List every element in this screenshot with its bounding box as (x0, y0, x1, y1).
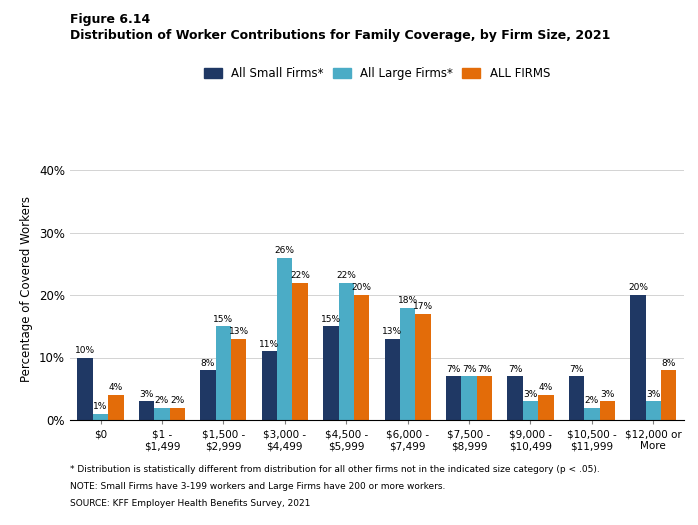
Bar (216, 326, 231, 420)
Text: 2%: 2% (585, 396, 599, 405)
Bar (277, 257, 292, 420)
Bar (569, 376, 584, 420)
Bar (154, 407, 170, 420)
Bar (584, 407, 600, 420)
Bar (538, 395, 554, 420)
Text: 8%: 8% (662, 359, 676, 368)
Bar (630, 295, 646, 420)
Bar (646, 401, 661, 420)
Text: 3%: 3% (524, 390, 537, 399)
Bar (507, 376, 523, 420)
Text: 4%: 4% (109, 383, 123, 393)
Text: 15%: 15% (214, 315, 233, 324)
Text: Distribution of Worker Contributions for Family Coverage, by Firm Size, 2021: Distribution of Worker Contributions for… (70, 29, 610, 42)
Bar (461, 376, 477, 420)
Text: 13%: 13% (383, 327, 402, 336)
Text: 22%: 22% (290, 271, 310, 280)
Text: 22%: 22% (336, 271, 356, 280)
Bar (231, 339, 246, 420)
Y-axis label: Percentage of Covered Workers: Percentage of Covered Workers (20, 196, 34, 382)
Text: 2%: 2% (170, 396, 184, 405)
Text: 2%: 2% (155, 396, 169, 405)
Text: NOTE: Small Firms have 3-199 workers and Large Firms have 200 or more workers.: NOTE: Small Firms have 3-199 workers and… (70, 482, 445, 491)
Bar (323, 326, 339, 420)
Text: 7%: 7% (462, 365, 476, 374)
Text: 18%: 18% (398, 296, 417, 305)
Text: 1%: 1% (94, 402, 107, 411)
Text: 20%: 20% (628, 284, 648, 292)
Legend: All Small Firms*, All Large Firms*, ALL FIRMS: All Small Firms*, All Large Firms*, ALL … (200, 64, 554, 83)
Text: 17%: 17% (413, 302, 433, 311)
Text: 10%: 10% (75, 346, 95, 355)
Bar (477, 376, 492, 420)
Bar (200, 370, 216, 420)
Text: SOURCE: KFF Employer Health Benefits Survey, 2021: SOURCE: KFF Employer Health Benefits Sur… (70, 499, 310, 508)
Text: 7%: 7% (447, 365, 461, 374)
Bar (385, 339, 400, 420)
Text: 13%: 13% (229, 327, 248, 336)
Bar (108, 395, 124, 420)
Bar (446, 376, 461, 420)
Bar (93, 414, 108, 420)
Bar (292, 282, 308, 420)
Bar (139, 401, 154, 420)
Text: 3%: 3% (646, 390, 660, 399)
Text: 8%: 8% (201, 359, 215, 368)
Text: 20%: 20% (352, 284, 371, 292)
Text: * Distribution is statistically different from distribution for all other firms : * Distribution is statistically differen… (70, 465, 600, 474)
Text: 15%: 15% (321, 315, 341, 324)
Text: 7%: 7% (508, 365, 522, 374)
Text: 3%: 3% (600, 390, 614, 399)
Bar (339, 282, 354, 420)
Bar (600, 401, 615, 420)
Text: Figure 6.14: Figure 6.14 (70, 13, 150, 26)
Text: 11%: 11% (260, 340, 279, 349)
Bar (77, 358, 93, 420)
Bar (523, 401, 538, 420)
Bar (354, 295, 369, 420)
Bar (415, 314, 431, 420)
Text: 3%: 3% (140, 390, 154, 399)
Text: 7%: 7% (477, 365, 491, 374)
Bar (170, 407, 185, 420)
Text: 7%: 7% (570, 365, 584, 374)
Text: 4%: 4% (539, 383, 553, 393)
Bar (262, 351, 277, 420)
Bar (661, 370, 676, 420)
Text: 26%: 26% (275, 246, 295, 255)
Bar (400, 308, 415, 420)
